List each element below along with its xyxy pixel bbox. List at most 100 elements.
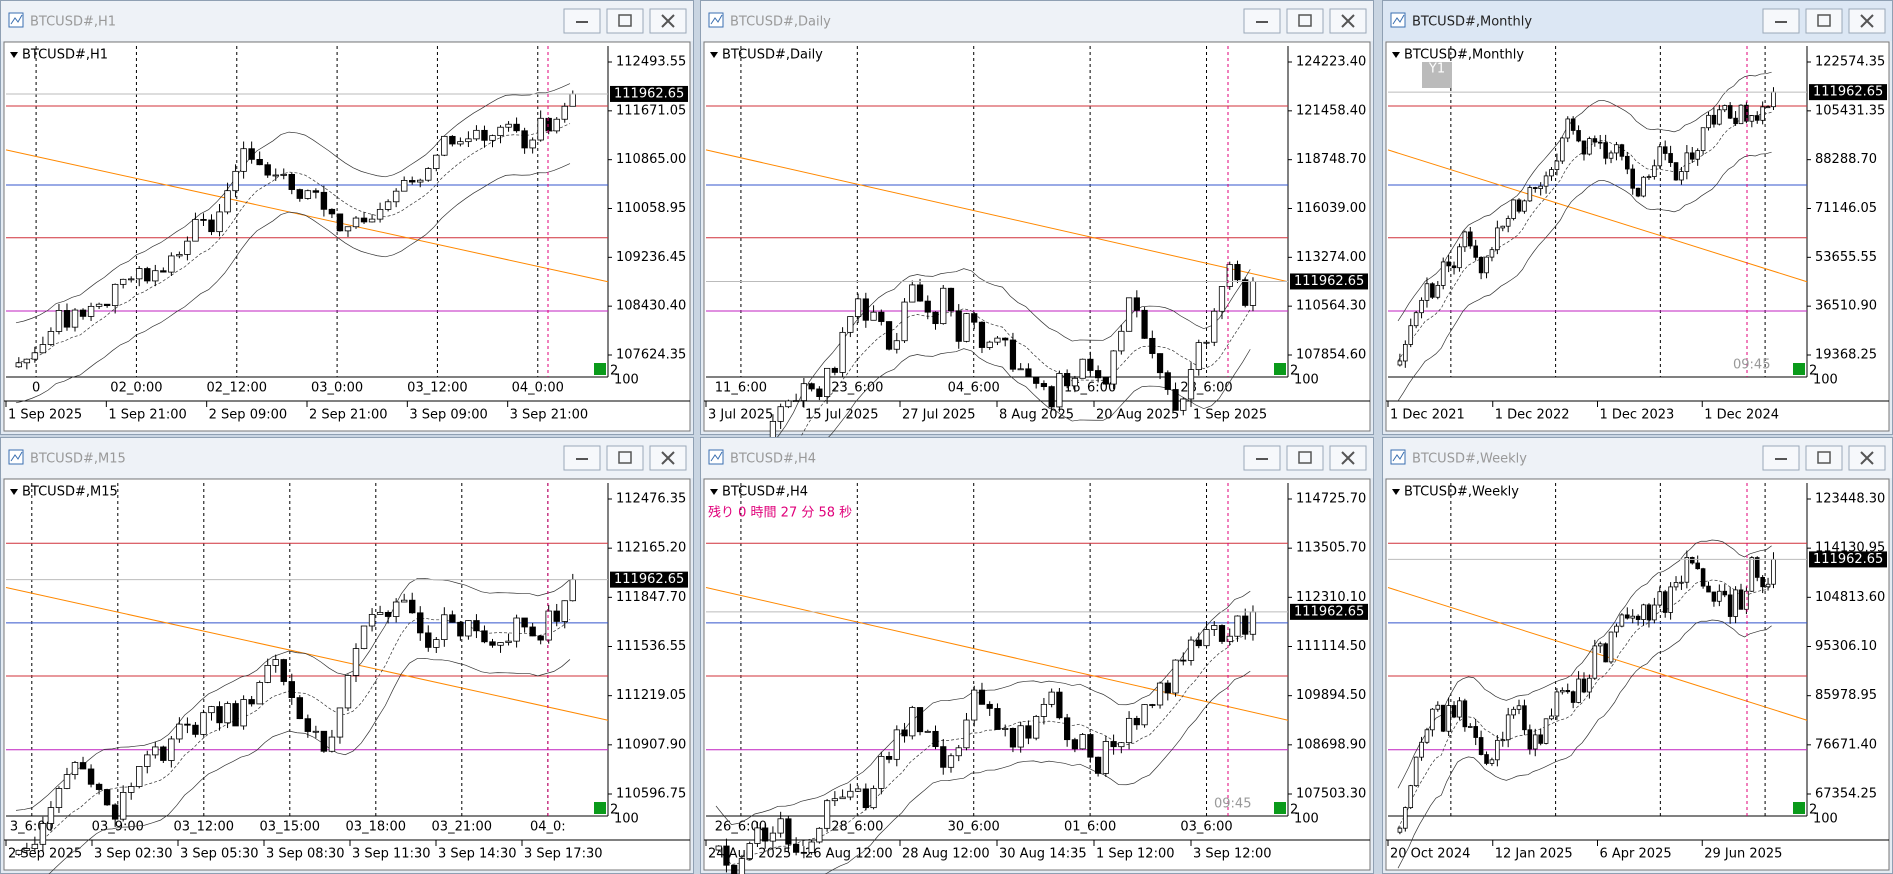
candle-body xyxy=(839,796,846,800)
time-label: 03_12:00 xyxy=(174,820,235,835)
time-label: 03_9:00 xyxy=(92,820,144,835)
candle-body xyxy=(1467,231,1473,247)
time-label: 04_0:00 xyxy=(512,381,564,396)
candle-body xyxy=(1554,160,1560,170)
candle-body xyxy=(481,630,488,643)
price-label: 110907.90 xyxy=(616,737,686,752)
candle-body xyxy=(264,164,271,176)
time-label: 30_6:00 xyxy=(948,820,1000,835)
candle-body xyxy=(1484,754,1489,764)
candle-body xyxy=(1527,729,1533,750)
candle-body xyxy=(400,180,408,192)
maximize-button[interactable] xyxy=(1286,445,1324,471)
corner-label: 100 xyxy=(1813,373,1838,388)
price-label: 123448.30 xyxy=(1815,492,1885,507)
maximize-glyph xyxy=(1817,14,1831,27)
candle-body xyxy=(1002,337,1009,341)
candle-body xyxy=(1738,104,1744,125)
time-label: 01_6:00 xyxy=(1064,820,1116,835)
candle-body xyxy=(940,746,947,768)
candle-body xyxy=(1133,297,1140,311)
candle-body xyxy=(715,845,722,851)
candle-body xyxy=(1706,114,1711,129)
candle-body xyxy=(1009,339,1017,370)
candle-body xyxy=(505,123,512,128)
price-label: 108698.90 xyxy=(1296,737,1366,752)
candle-body xyxy=(168,255,175,273)
candle-body xyxy=(1033,716,1040,739)
candle-body xyxy=(71,762,79,775)
candle-body xyxy=(1652,165,1657,177)
price-label: 111847.70 xyxy=(616,590,686,605)
time-label: 26_6:00 xyxy=(715,820,767,835)
candle-body xyxy=(1516,199,1522,212)
maximize-button[interactable] xyxy=(606,445,644,471)
candle-body xyxy=(1413,312,1419,327)
price-label: 109894.50 xyxy=(1296,688,1366,703)
price-label: 113274.00 xyxy=(1296,250,1366,265)
candle-body xyxy=(288,681,295,698)
candle-body xyxy=(1706,585,1711,593)
candle-body xyxy=(1451,705,1457,718)
candle-body xyxy=(497,642,504,646)
maximize-button[interactable] xyxy=(1286,8,1324,34)
candle-body xyxy=(878,311,885,322)
price-label: 110865.00 xyxy=(616,152,686,167)
candle-body xyxy=(1760,576,1765,588)
candle-body xyxy=(320,191,328,210)
candle-body xyxy=(1614,625,1619,633)
candle-body xyxy=(1570,691,1576,703)
candle-body xyxy=(425,632,432,648)
candle-body xyxy=(15,849,23,855)
candle-body xyxy=(200,712,207,735)
candle-body xyxy=(1056,373,1063,408)
band-line xyxy=(1397,539,1772,789)
candle-body xyxy=(433,154,440,169)
maximize-button[interactable] xyxy=(1805,445,1843,471)
candle-body xyxy=(1500,739,1506,742)
candle-body xyxy=(800,383,807,401)
candle-body xyxy=(1657,591,1663,606)
candle-body xyxy=(1668,586,1673,613)
candle-body xyxy=(1614,144,1619,154)
time-label: 03_12:00 xyxy=(407,381,468,396)
trend-line xyxy=(1387,587,1808,721)
candle-body xyxy=(336,707,344,738)
candle-body xyxy=(296,697,304,720)
candle-body xyxy=(152,270,159,282)
symbol-label: BTCUSD#,H1 xyxy=(22,48,108,63)
price-label: 118748.70 xyxy=(1296,152,1366,167)
candle-body xyxy=(909,284,916,303)
maximize-button[interactable] xyxy=(606,8,644,34)
chart-area xyxy=(703,478,1371,871)
candle-body xyxy=(1242,615,1249,635)
candle-body xyxy=(465,138,472,143)
candle-body xyxy=(769,832,777,842)
candle-body xyxy=(360,217,368,223)
time-label: 03_15:00 xyxy=(260,820,321,835)
current-price-box xyxy=(610,85,688,102)
maximize-button[interactable] xyxy=(1805,8,1843,34)
candle-body xyxy=(1543,718,1549,744)
band-line xyxy=(715,308,1251,517)
date-label: 3 Sep 14:30 xyxy=(438,847,517,862)
candle-body xyxy=(160,746,167,761)
candle-body xyxy=(1172,659,1179,694)
candle-body xyxy=(184,240,191,255)
candle-body xyxy=(425,168,432,181)
candle-body xyxy=(1489,759,1495,764)
candle-body xyxy=(457,621,464,637)
candle-body xyxy=(1771,559,1776,585)
price-label: 107503.30 xyxy=(1296,787,1366,802)
candle-body xyxy=(449,135,456,145)
candle-body xyxy=(1048,386,1055,408)
price-label: 111219.05 xyxy=(616,688,686,703)
candle-body xyxy=(978,689,986,705)
candle-body xyxy=(1164,372,1171,390)
candle-body xyxy=(1565,690,1571,693)
maximize-glyph xyxy=(618,451,632,464)
candle-body xyxy=(916,284,924,302)
date-label: 1 Dec 2021 xyxy=(1390,408,1465,423)
candle-body xyxy=(529,139,536,149)
time-label: 03_18:00 xyxy=(346,820,407,835)
